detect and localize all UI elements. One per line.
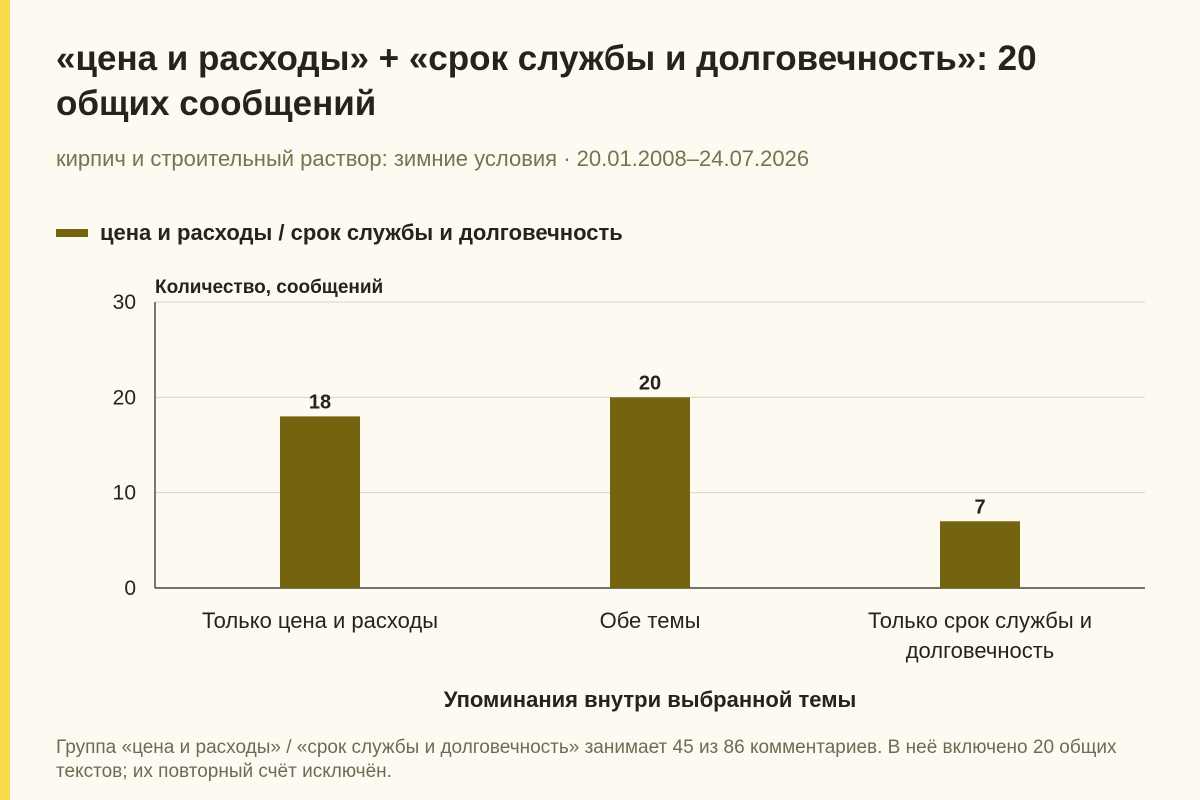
data-label: 7 [974,496,985,518]
x-tick-label-line: Только срок службы и [868,608,1092,633]
footnote: Группа «цена и расходы» / «срок службы и… [56,737,1117,782]
x-tick-label: Обе темы [600,608,701,633]
data-label: 20 [639,372,661,394]
x-tick-label-line: Обе темы [600,608,701,633]
accent-bar [0,0,10,800]
y-tick-label: 0 [124,577,136,600]
chart-subtitle: кирпич и строительный раствор: зимние ус… [56,146,810,171]
legend-swatch [56,229,88,237]
x-tick-label-line: Только цена и расходы [202,608,438,633]
x-axis-label: Упоминания внутри выбранной темы [444,687,857,712]
chart-title: «цена и расходы» + «срок службы и долгов… [56,39,1037,123]
x-tick-label-line: долговечность [906,638,1055,663]
legend-label: цена и расходы / срок службы и долговечн… [100,220,623,245]
bar [940,521,1020,588]
y-tick-label: 20 [113,386,136,409]
legend: цена и расходы / срок службы и долговечн… [56,220,623,246]
x-tick-label: Только срок службы и долговечность [868,608,1092,663]
data-label: 18 [309,391,331,413]
y-axis-label: Количество, сообщений [155,277,383,298]
y-tick-label: 30 [113,291,136,314]
y-tick-label: 10 [113,482,136,505]
x-tick-label: Только цена и расходы [202,608,438,633]
bar [280,416,360,588]
bar [610,397,690,588]
